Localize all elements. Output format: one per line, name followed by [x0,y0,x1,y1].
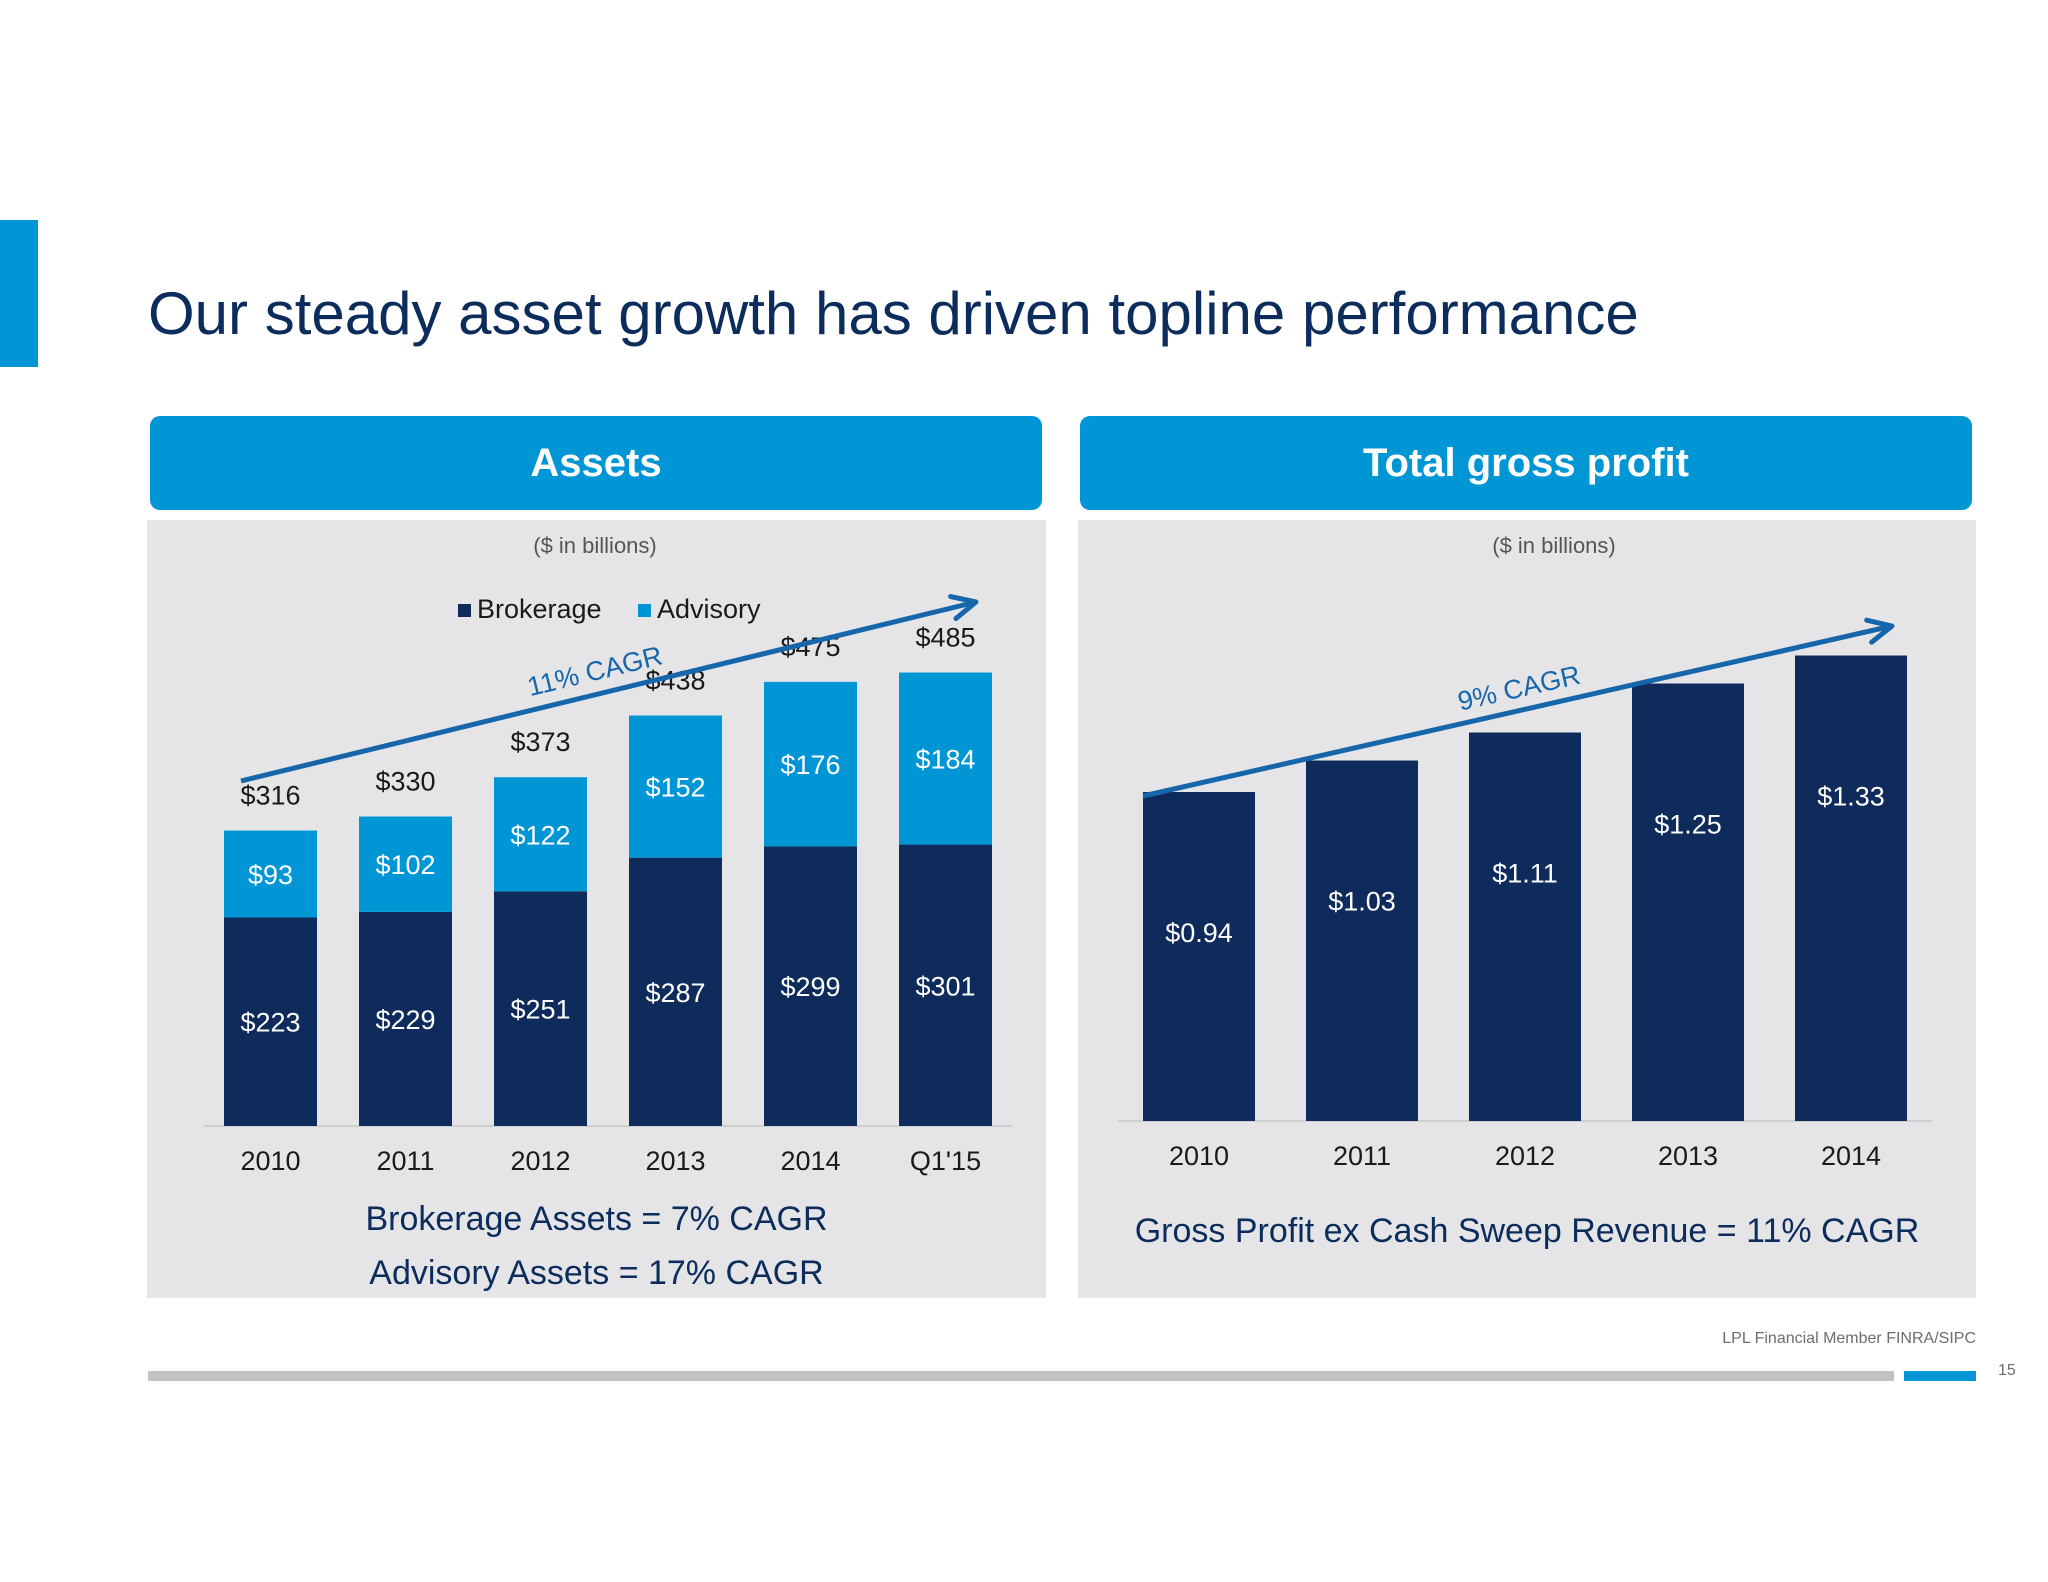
data-label-total: $485 [915,623,975,653]
data-label-advisory: $102 [375,850,435,880]
x-tick-label: 2010 [240,1146,300,1176]
data-label-total: $330 [375,767,435,797]
profit-units-label: ($ in billions) [1492,533,1616,558]
bar-gross-profit [1143,792,1255,1121]
data-label-brokerage: $251 [510,995,570,1025]
x-tick-label: 2014 [1821,1141,1881,1171]
x-tick-label: 2012 [510,1146,570,1176]
footer-divider [148,1371,1894,1381]
bar-gross-profit [1469,732,1581,1121]
data-label-advisory: $93 [248,860,293,890]
data-label-gross-profit: $1.03 [1328,887,1396,917]
data-label-advisory: $176 [780,750,840,780]
x-tick-label: 2012 [1495,1141,1555,1171]
legend-label-advisory: Advisory [657,594,761,624]
bar-brokerage [899,844,992,1126]
bar-brokerage [359,911,452,1126]
data-label-advisory: $184 [915,745,975,775]
data-label-total: $373 [510,727,570,757]
gross-profit-chart-panel: ($ in billions) $0.94 2010 $1.03 2011 $1.11 20… [1078,520,1976,1298]
bar-advisory [224,830,317,918]
bar-gross-profit [1632,683,1744,1121]
x-tick-label: 2011 [1333,1141,1391,1171]
footer-disclosure: LPL Financial Member FINRA/SIPC [1722,1330,1976,1347]
bar-brokerage [224,917,317,1126]
bar-advisory [494,777,587,892]
advisory-cagr-note: Advisory Assets = 17% CAGR [369,1254,824,1292]
data-label-gross-profit: $1.33 [1817,782,1885,812]
gross-profit-cagr-note: Gross Profit ex Cash Sweep Revenue = 11%… [1134,1212,1920,1250]
assets-chart: ($ in billions) Brokerage Advisory $223 $93 $… [203,533,1013,1176]
profit-trend-arrowhead [1864,617,1895,645]
legend-swatch-brokerage [458,604,471,617]
data-label-gross-profit: $1.11 [1492,859,1558,889]
brokerage-cagr-note: Brokerage Assets = 7% CAGR [365,1200,828,1238]
assets-units-label: ($ in billions) [533,533,657,558]
assets-chart-panel: ($ in billions) Brokerage Advisory $223 $93 $… [147,520,1046,1298]
x-tick-label: 2011 [376,1146,434,1176]
footer-accent-bar [1904,1371,1976,1381]
data-label-brokerage: $223 [240,1008,300,1038]
assets-header: Assets [150,416,1042,510]
bar-advisory [629,715,722,858]
bar-advisory [899,672,992,845]
bar-gross-profit [1306,760,1418,1121]
assets-trend-line [240,599,977,784]
data-label-brokerage: $299 [780,972,840,1002]
x-tick-label: Q1'15 [910,1146,981,1176]
title-accent-bar [0,220,38,367]
bar-advisory [359,816,452,912]
x-tick-label: 2014 [780,1146,840,1176]
data-label-total: $316 [240,781,300,811]
bar-brokerage [764,846,857,1126]
gross-profit-chart: ($ in billions) $0.94 2010 $1.03 2011 $1.11 20… [1118,533,1932,1171]
data-label-brokerage: $287 [645,978,705,1008]
bar-brokerage [494,891,587,1126]
data-label-brokerage: $301 [915,971,975,1001]
data-label-advisory: $122 [510,820,570,850]
x-tick-label: 2013 [1658,1141,1718,1171]
data-label-gross-profit: $0.94 [1165,918,1233,948]
bar-brokerage [629,857,722,1126]
legend-label-brokerage: Brokerage [477,594,602,624]
data-label-advisory: $152 [645,773,705,803]
data-label-brokerage: $229 [375,1005,435,1035]
assets-trend-arrowhead [948,594,979,622]
bar-gross-profit [1795,655,1907,1121]
profit-trend-line [1142,623,1893,799]
gross-profit-header: Total gross profit [1080,416,1972,510]
slide-title: Our steady asset growth has driven topli… [148,280,1639,347]
page-number: 15 [1998,1362,2016,1379]
x-tick-label: 2013 [645,1146,705,1176]
legend-swatch-advisory [638,604,651,617]
x-tick-label: 2010 [1169,1141,1229,1171]
bar-advisory [764,681,857,847]
data-label-gross-profit: $1.25 [1654,810,1722,840]
